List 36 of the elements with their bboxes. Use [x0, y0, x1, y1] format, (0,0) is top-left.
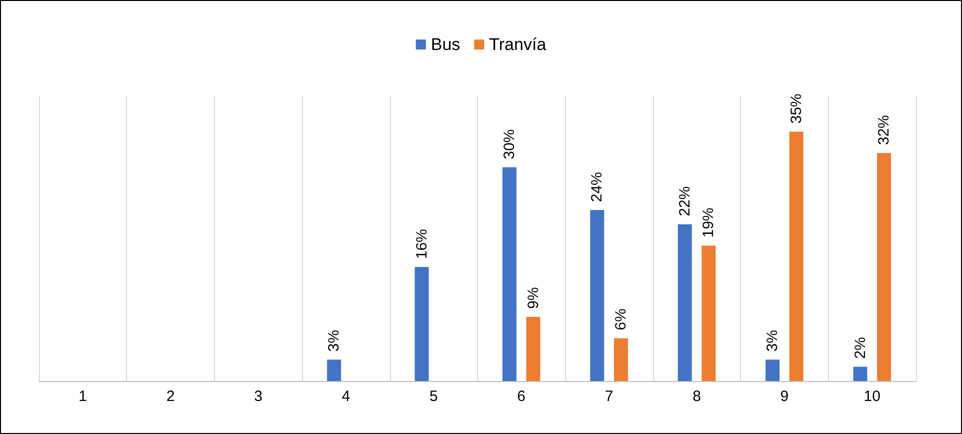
data-label: 9% [524, 287, 542, 309]
x-tick-label: 3 [254, 388, 262, 405]
x-tick-label: 9 [780, 388, 789, 405]
bar [702, 246, 716, 381]
legend-label: Bus [430, 35, 460, 54]
x-tick-label: 5 [429, 388, 438, 405]
data-label: 24% [588, 172, 606, 202]
data-label: 16% [413, 228, 430, 259]
bar [414, 267, 429, 381]
x-tick-label: 10 [864, 388, 880, 405]
data-label: 2% [852, 337, 869, 359]
bar [526, 316, 540, 381]
bar [853, 366, 868, 381]
data-label: 19% [700, 208, 718, 238]
data-label: 6% [612, 308, 630, 330]
x-tick-label: 8 [692, 388, 701, 405]
bar [877, 153, 892, 381]
x-tick-label: 7 [604, 388, 614, 405]
data-label: 30% [500, 129, 518, 160]
bar [502, 167, 516, 381]
x-tick-label: 1 [78, 388, 88, 405]
legend-label: Tranvía [489, 35, 547, 54]
bar [789, 132, 804, 381]
bar [590, 210, 604, 381]
x-tick-label: 6 [517, 388, 526, 405]
data-label: 32% [876, 114, 893, 145]
x-tick-label: 4 [342, 388, 350, 405]
x-tick-label: 2 [166, 388, 175, 405]
bar [327, 360, 342, 381]
data-label: 3% [764, 330, 782, 352]
bar [766, 360, 780, 381]
data-label: 3% [326, 330, 343, 352]
data-label: 22% [676, 186, 694, 216]
data-label: 35% [788, 94, 805, 124]
bar [678, 224, 692, 381]
bar [614, 338, 628, 381]
